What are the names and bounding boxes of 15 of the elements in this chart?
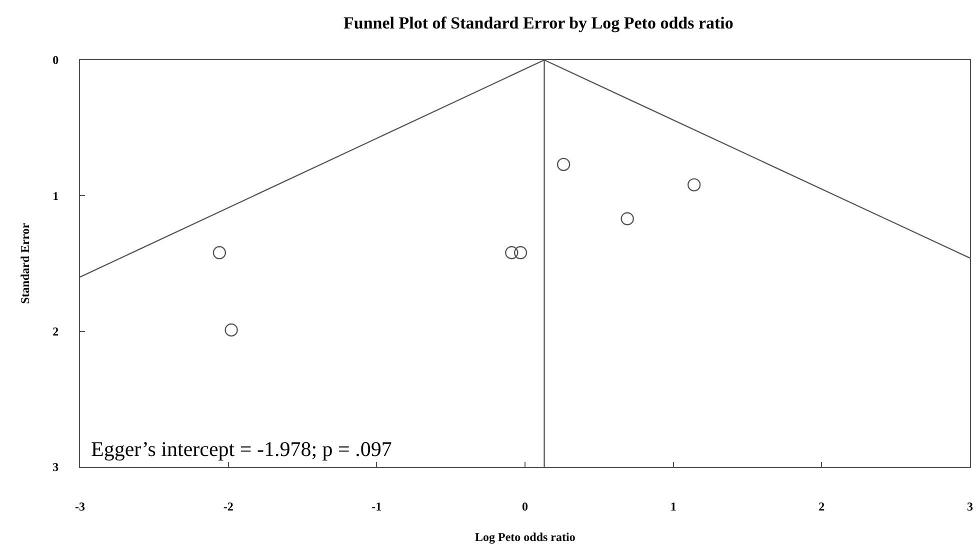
x-axis-title: Log Peto odds ratio (475, 530, 576, 544)
y-tick-label: 0 (52, 53, 59, 68)
x-tick-label: 3 (967, 499, 973, 514)
x-tick-label: 0 (522, 499, 528, 514)
y-tick-label: 3 (52, 460, 59, 474)
x-tick-label: -3 (75, 499, 85, 514)
y-axis-title: Standard Error (18, 222, 32, 304)
y-tick-label: 1 (52, 188, 59, 203)
x-tick-label: -2 (223, 499, 234, 514)
x-tick-label: 2 (818, 499, 825, 514)
x-tick-label: 1 (670, 499, 676, 514)
x-tick-label: -1 (372, 499, 382, 514)
annotation: Egger’s intercept = -1.978; p = .097 (91, 437, 392, 461)
y-tick-label: 2 (52, 324, 59, 339)
chart-title: Funnel Plot of Standard Error by Log Peto odds ratio (343, 14, 734, 33)
